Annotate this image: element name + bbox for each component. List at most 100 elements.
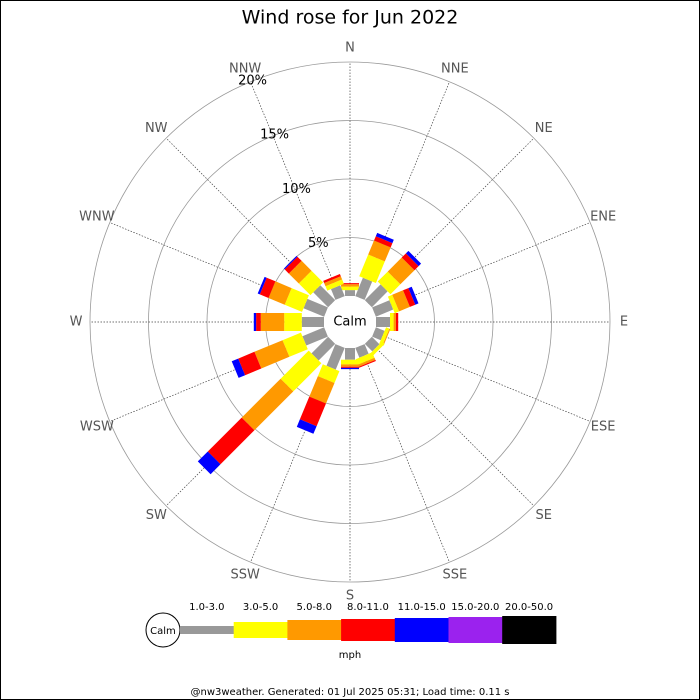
r-tick-label: 10% — [282, 182, 311, 197]
legend-swatch — [180, 626, 235, 634]
rose: N NNE NE ENE E ESE SE SSE S SSW SW WSW W WNW NW NNW 5% 10… — [70, 41, 629, 604]
r-tick-label: 15% — [260, 128, 289, 143]
rose-segment — [325, 279, 344, 291]
legend-label: 15.0-20.0 — [451, 602, 499, 613]
calm-circle — [326, 298, 374, 346]
calm-label: Calm — [333, 315, 366, 330]
rose-segment — [355, 352, 375, 365]
direction-label: NNW — [229, 61, 261, 76]
rose-segment — [299, 396, 326, 427]
legend-label: 3.0-5.0 — [243, 602, 278, 613]
direction-label: WNW — [79, 210, 115, 225]
rose-segment — [345, 348, 355, 360]
rose-segment — [369, 341, 385, 357]
rose-segment — [260, 313, 285, 331]
rose-segment — [231, 358, 246, 378]
rose-segment — [372, 327, 385, 341]
rose-segment — [405, 250, 422, 267]
rose-segment — [364, 336, 380, 352]
rose-segment — [207, 417, 255, 465]
legend: Calm 1.0-3.0 3.0-5.0 5.0-8.0 8.0-11.0 11.0-15… — [145, 602, 557, 661]
rose-segment — [341, 284, 359, 287]
legend-swatch — [233, 622, 288, 638]
rose-segment — [283, 255, 298, 270]
rose-segment — [324, 276, 343, 287]
spoke — [368, 340, 535, 507]
direction-label: SW — [146, 508, 167, 523]
rose-segment — [284, 256, 302, 274]
rose-segment — [341, 366, 359, 368]
legend-swatch — [341, 619, 396, 641]
rose-segment — [257, 276, 267, 295]
direction-label: E — [620, 315, 628, 330]
rose-segment — [253, 313, 257, 331]
rose-segment — [341, 359, 359, 365]
direction-label: W — [70, 315, 83, 330]
rose-segment — [296, 419, 317, 434]
direction-label: ESE — [591, 419, 616, 434]
rose-segment — [375, 232, 394, 244]
direction-label: N — [345, 41, 355, 56]
direction-label: SSW — [230, 568, 260, 583]
direction-label: NNE — [441, 61, 469, 76]
legend-label: 5.0-8.0 — [297, 602, 332, 613]
grid-ring — [89, 61, 611, 583]
rose-segment — [282, 332, 308, 357]
r-tick-label: 20% — [238, 73, 267, 88]
rose-segment — [259, 277, 276, 298]
spoke — [250, 81, 341, 299]
legend-label: 11.0-15.0 — [398, 602, 446, 613]
legend-label: 20.0-50.0 — [505, 602, 553, 613]
rose-segment — [341, 286, 359, 291]
rose-segment — [359, 254, 385, 283]
direction-label: SE — [536, 508, 552, 523]
rose-segment — [390, 313, 394, 331]
legend-calm-label: Calm — [150, 626, 176, 637]
rose-segment — [302, 327, 328, 346]
rose-segment — [301, 317, 324, 327]
rose-segment — [387, 294, 400, 314]
direction-label: WSW — [80, 419, 114, 434]
rose-segment — [284, 313, 302, 331]
rose-segment — [331, 285, 345, 300]
rose-segment — [309, 376, 335, 404]
rose-segment — [288, 260, 312, 284]
legend-swatch — [448, 617, 503, 643]
rose-segment — [358, 359, 376, 368]
rose-segment — [392, 290, 410, 312]
rose-segment — [377, 271, 401, 295]
rose-segment — [254, 340, 290, 369]
rose-segment — [341, 283, 359, 285]
rose-segment — [303, 298, 328, 317]
rose-segment — [393, 313, 396, 331]
rose-segment — [395, 313, 399, 331]
rose-segment — [241, 378, 294, 431]
legend-swatch — [502, 616, 557, 644]
rose-segment — [376, 317, 390, 327]
rose-segment — [341, 364, 359, 367]
rose-segment — [256, 313, 261, 331]
rose-segment — [355, 344, 369, 358]
unit-label: mph — [339, 650, 361, 661]
rose-segment — [298, 270, 324, 296]
rose-segment — [280, 350, 322, 392]
chart-title: Wind rose for Jun 2022 — [242, 7, 459, 29]
rose-segment — [326, 344, 345, 370]
rose-segment — [401, 253, 419, 271]
legend-swatch — [394, 618, 449, 642]
rose-segment — [311, 336, 336, 361]
rose-segment — [284, 288, 309, 312]
rose-segment — [382, 328, 391, 346]
direction-label: NE — [535, 121, 553, 136]
rose-segment — [372, 300, 394, 317]
rose-segment — [341, 367, 359, 370]
spoke — [359, 345, 450, 563]
rose-segment — [387, 257, 415, 285]
rose-segment — [197, 451, 221, 475]
rose-segment — [364, 284, 388, 308]
direction-label: S — [346, 589, 354, 604]
rose-segment — [368, 240, 391, 262]
direction-label: SSE — [442, 568, 467, 583]
legend-label: 8.0-11.0 — [347, 602, 389, 613]
rose-segment — [408, 286, 419, 305]
